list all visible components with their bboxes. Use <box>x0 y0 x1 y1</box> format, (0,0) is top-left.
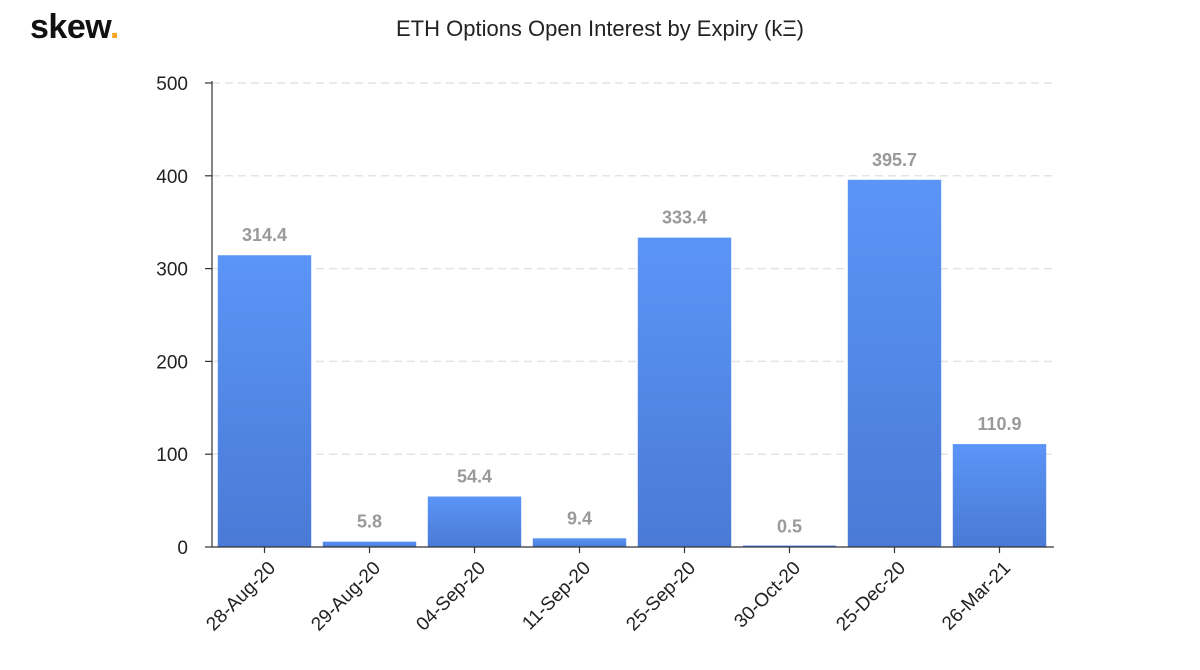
data-label: 395.7 <box>872 150 917 170</box>
bar-11-Sep-20 <box>532 538 627 547</box>
x-tick-label: 26-Mar-21 <box>938 558 1015 635</box>
bar-25-Sep-20 <box>637 237 732 547</box>
skew-logo: skew. <box>30 8 119 47</box>
data-label: 0.5 <box>777 517 802 537</box>
x-tick-label: 29-Aug-20 <box>307 558 385 636</box>
bar-30-Oct-20 <box>742 545 837 547</box>
gridlines <box>212 82 1052 455</box>
axes: 0 100 200 300 400 500 <box>156 74 1054 559</box>
data-label: 54.4 <box>457 467 492 487</box>
data-label: 333.4 <box>662 208 707 228</box>
x-tick-label: 04-Sep-20 <box>412 558 490 636</box>
y-tick-label: 500 <box>156 74 188 95</box>
logo-text: skew <box>30 8 110 46</box>
x-tick-label: 30-Oct-20 <box>730 558 805 633</box>
data-label: 110.9 <box>977 414 1021 434</box>
bars <box>217 179 1047 547</box>
x-tick-label: 11-Sep-20 <box>518 558 595 635</box>
y-tick-label: 100 <box>156 445 188 466</box>
bar-26-Mar-21 <box>952 444 1047 547</box>
bar-29-Aug-20 <box>322 541 417 547</box>
bar-28-Aug-20 <box>217 255 312 547</box>
chart-title: ETH Options Open Interest by Expiry (kΞ) <box>396 16 804 41</box>
y-tick-label: 300 <box>156 260 188 281</box>
bar-04-Sep-20 <box>427 496 522 547</box>
x-tick-label: 25-Dec-20 <box>832 558 910 636</box>
y-tick-label: 400 <box>156 167 188 188</box>
data-label: 314.4 <box>242 225 287 245</box>
logo-dot: . <box>109 8 119 46</box>
data-label: 9.4 <box>567 508 592 528</box>
data-label: 5.8 <box>357 512 382 532</box>
x-tick-label: 25-Sep-20 <box>622 558 700 636</box>
x-tick-label: 28-Aug-20 <box>202 558 280 636</box>
y-tick-label: 200 <box>156 352 188 373</box>
bar-25-Dec-20 <box>847 179 942 547</box>
y-tick-label: 0 <box>177 538 188 559</box>
